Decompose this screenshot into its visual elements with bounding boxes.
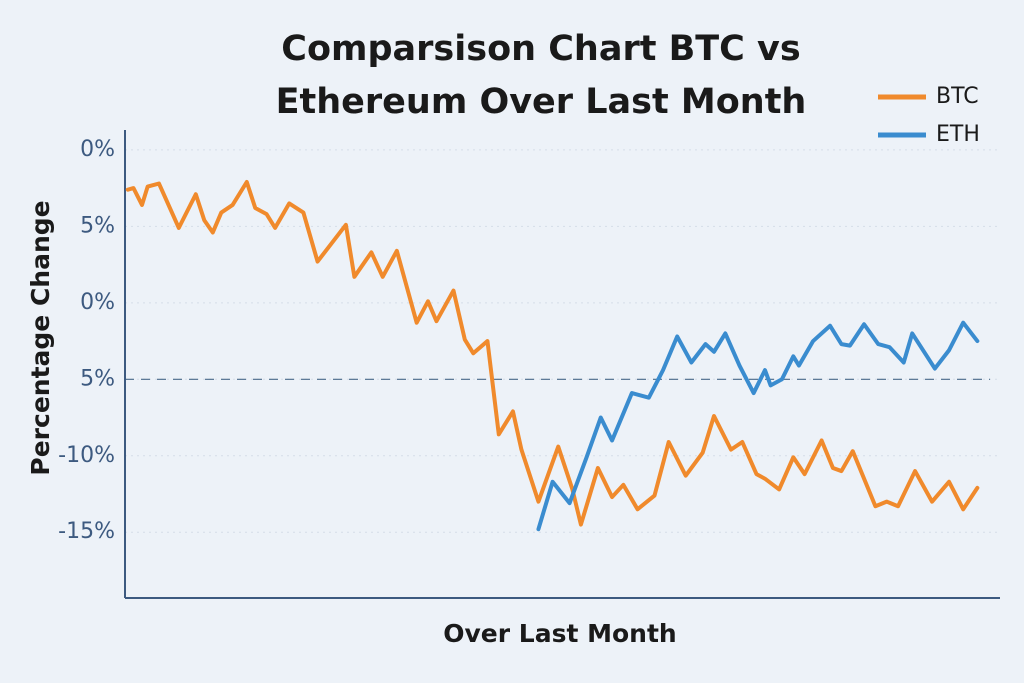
- y-tick-label: 0%: [80, 137, 115, 162]
- chart-title: Ethereum Over Last Month: [276, 82, 807, 122]
- y-tick-label: 5%: [80, 366, 115, 391]
- chart-title: Comparsison Chart BTC vs: [281, 29, 800, 69]
- line-series: [536, 320, 980, 532]
- legend-label: BTC: [936, 84, 979, 109]
- line-series: [125, 180, 980, 527]
- x-axis-label: Over Last Month: [443, 619, 676, 648]
- y-tick-label: 5%: [80, 213, 115, 238]
- y-tick-label: -10%: [58, 443, 115, 468]
- y-axis-label: Percentage Change: [26, 200, 55, 475]
- y-tick-label: 0%: [80, 290, 115, 315]
- legend-label: ETH: [936, 122, 980, 147]
- y-tick-label: -15%: [58, 519, 115, 544]
